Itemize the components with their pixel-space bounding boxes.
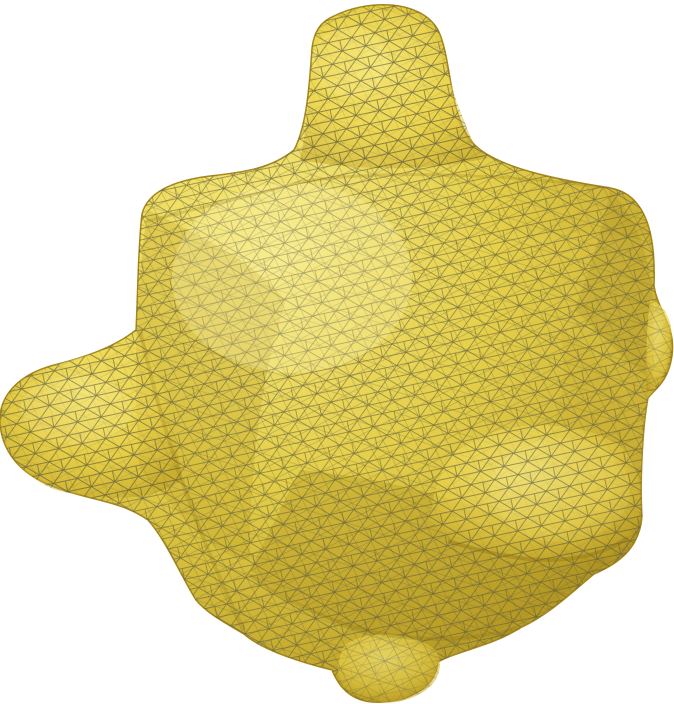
top-lobe (300, 10, 488, 169)
bottom-lobe (338, 634, 440, 703)
left-contour (138, 329, 246, 631)
upper-contour (143, 173, 611, 224)
front-right-lobe (430, 425, 641, 566)
left-lobe (3, 336, 182, 498)
right-edge-lobe (646, 300, 672, 394)
bottom-contour (248, 573, 521, 641)
